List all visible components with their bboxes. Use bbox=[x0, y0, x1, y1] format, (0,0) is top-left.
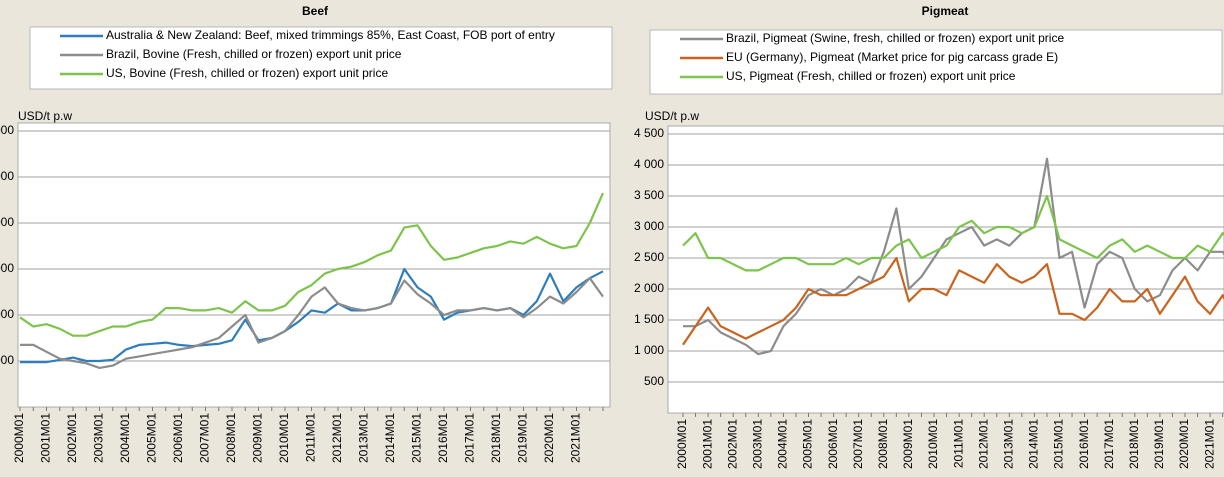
y-tick-label: 2 500 bbox=[634, 250, 664, 264]
x-tick-label: 2001M01 bbox=[39, 413, 53, 463]
y-tick-label: 3 500 bbox=[634, 188, 664, 202]
x-tick-label: 2020M01 bbox=[542, 413, 556, 463]
legend-label: Australia & New Zealand: Beef, mixed tri… bbox=[106, 28, 555, 42]
y-tick-label: 12 000 bbox=[0, 123, 14, 137]
x-tick-label: 2000M01 bbox=[675, 419, 689, 469]
x-tick-label: 2003M01 bbox=[92, 413, 106, 463]
y-tick-label: 2 000 bbox=[634, 281, 664, 295]
x-tick-label: 2013M01 bbox=[1001, 419, 1015, 469]
y-tick-label: 8 000 bbox=[0, 215, 14, 229]
x-tick-label: 2020M01 bbox=[1177, 419, 1191, 469]
x-tick-label: 2001M01 bbox=[700, 419, 714, 469]
x-tick-label: 2010M01 bbox=[277, 413, 291, 463]
legend-box bbox=[29, 26, 613, 90]
x-tick-label: 2015M01 bbox=[410, 413, 424, 463]
x-tick-label: 2004M01 bbox=[118, 413, 132, 463]
x-tick-label: 2008M01 bbox=[224, 413, 238, 463]
y-tick-label: 3 000 bbox=[634, 219, 664, 233]
x-tick-label: 2000M01 bbox=[12, 413, 26, 463]
x-tick-label: 2012M01 bbox=[330, 413, 344, 463]
x-tick-label: 2016M01 bbox=[436, 413, 450, 463]
y-tick-label: 500 bbox=[644, 374, 664, 388]
y-tick-label: 1 000 bbox=[634, 343, 664, 357]
x-tick-label: 2017M01 bbox=[1102, 419, 1116, 469]
legend-label: US, Bovine (Fresh, chilled or frozen) ex… bbox=[106, 66, 388, 80]
x-tick-label: 2021M01 bbox=[569, 413, 583, 463]
x-tick-label: 2006M01 bbox=[171, 413, 185, 463]
x-tick-label: 2009M01 bbox=[901, 419, 915, 469]
x-tick-label: 2011M01 bbox=[304, 413, 318, 462]
x-tick-label: 2018M01 bbox=[489, 413, 503, 463]
x-tick-label: 2019M01 bbox=[516, 413, 530, 463]
y-tick-label: 1 500 bbox=[634, 312, 664, 326]
x-tick-label: 2014M01 bbox=[383, 413, 397, 463]
x-tick-label: 2015M01 bbox=[1052, 419, 1066, 469]
series-line bbox=[20, 277, 604, 369]
y-axis-label: USD/t p.w bbox=[645, 109, 699, 123]
x-tick-label: 2004M01 bbox=[776, 419, 790, 469]
y-axis-label: USD/t p.w bbox=[18, 109, 72, 123]
legend-label: US, Pigmeat (Fresh, chilled or frozen) e… bbox=[726, 69, 1016, 83]
x-tick-label: 2021M01 bbox=[1202, 419, 1216, 469]
x-tick-label: 2019M01 bbox=[1152, 419, 1166, 469]
x-tick-label: 2011M01 bbox=[951, 419, 965, 468]
series-line bbox=[683, 157, 1224, 356]
chart-title: Beef bbox=[302, 4, 329, 18]
x-tick-label: 2005M01 bbox=[801, 419, 815, 469]
chart-title: Pigmeat bbox=[922, 4, 969, 18]
x-tick-label: 2013M01 bbox=[357, 413, 371, 463]
x-tick-label: 2007M01 bbox=[851, 419, 865, 469]
y-tick-label: 4 000 bbox=[0, 307, 14, 321]
x-tick-label: 2009M01 bbox=[251, 413, 265, 463]
legend-label: Brazil, Bovine (Fresh, chilled or frozen… bbox=[106, 47, 402, 61]
x-tick-label: 2005M01 bbox=[145, 413, 159, 463]
x-tick-label: 2012M01 bbox=[976, 419, 990, 469]
x-tick-label: 2002M01 bbox=[725, 419, 739, 469]
series-group bbox=[19, 192, 605, 369]
legend-label: EU (Germany), Pigmeat (Market price for … bbox=[726, 50, 1058, 64]
series-line bbox=[682, 194, 1224, 272]
series-group bbox=[682, 157, 1224, 356]
y-tick-label: 4 000 bbox=[634, 157, 664, 171]
x-tick-label: 2002M01 bbox=[65, 413, 79, 463]
series-line bbox=[19, 192, 605, 337]
y-tick-label: 4 500 bbox=[634, 126, 664, 140]
y-tick-label: 6 000 bbox=[0, 261, 14, 275]
y-tick-label: 10 000 bbox=[0, 169, 14, 183]
x-tick-label: 2008M01 bbox=[876, 419, 890, 469]
x-tick-label: 2018M01 bbox=[1127, 419, 1141, 469]
x-tick-label: 2010M01 bbox=[926, 419, 940, 469]
legend-label: Brazil, Pigmeat (Swine, fresh, chilled o… bbox=[726, 31, 1064, 45]
x-tick-label: 2017M01 bbox=[463, 413, 477, 463]
x-tick-label: 2014M01 bbox=[1027, 419, 1041, 469]
plot-area bbox=[17, 122, 611, 408]
x-tick-label: 2007M01 bbox=[198, 413, 212, 463]
x-tick-label: 2006M01 bbox=[826, 419, 840, 469]
x-tick-label: 2003M01 bbox=[750, 419, 764, 469]
series-line bbox=[682, 256, 1224, 346]
x-tick-label: 2016M01 bbox=[1077, 419, 1091, 469]
y-tick-label: 2 000 bbox=[0, 353, 14, 367]
legend-box bbox=[649, 29, 1223, 95]
